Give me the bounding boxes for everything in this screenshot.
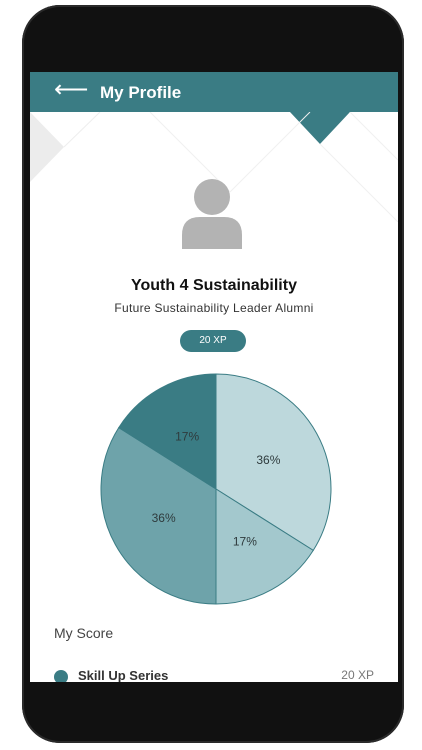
score-item-value: 20 XP: [341, 668, 374, 682]
profile-subtitle: Future Sustainability Leader Alumni: [114, 301, 314, 315]
score-list-item[interactable]: Skill Up Series 20 XP: [54, 668, 374, 682]
header-decoration: [30, 112, 398, 222]
page-title: My Profile: [100, 83, 182, 102]
series-dot-icon: [54, 670, 68, 682]
xp-badge: 20 XP: [180, 330, 246, 352]
pie-slice-label: 36%: [256, 453, 280, 467]
score-pie-chart: 36% 17% 36% 17%: [100, 373, 332, 605]
user-avatar-icon: [182, 179, 242, 249]
app-screen: ⟵ My Profile Youth 4 Sustainability Futu…: [30, 72, 398, 682]
pie-slice: [118, 373, 217, 490]
pie-slice: [215, 488, 314, 605]
top-app-bar: ⟵ My Profile: [30, 72, 398, 112]
pie-slice: [100, 426, 217, 605]
my-score-label: My Score: [54, 625, 114, 641]
pie-slice-label: 17%: [175, 430, 199, 444]
pie-slice-label: 36%: [152, 511, 176, 525]
pie-slice: [215, 373, 332, 552]
pie-slice-label: 17%: [233, 534, 257, 548]
score-item-name: Skill Up Series: [78, 668, 169, 682]
profile-name: Youth 4 Sustainability: [131, 277, 297, 294]
arrow-left-icon[interactable]: ⟵: [54, 76, 89, 103]
phone-bottom-bezel: [30, 682, 398, 712]
